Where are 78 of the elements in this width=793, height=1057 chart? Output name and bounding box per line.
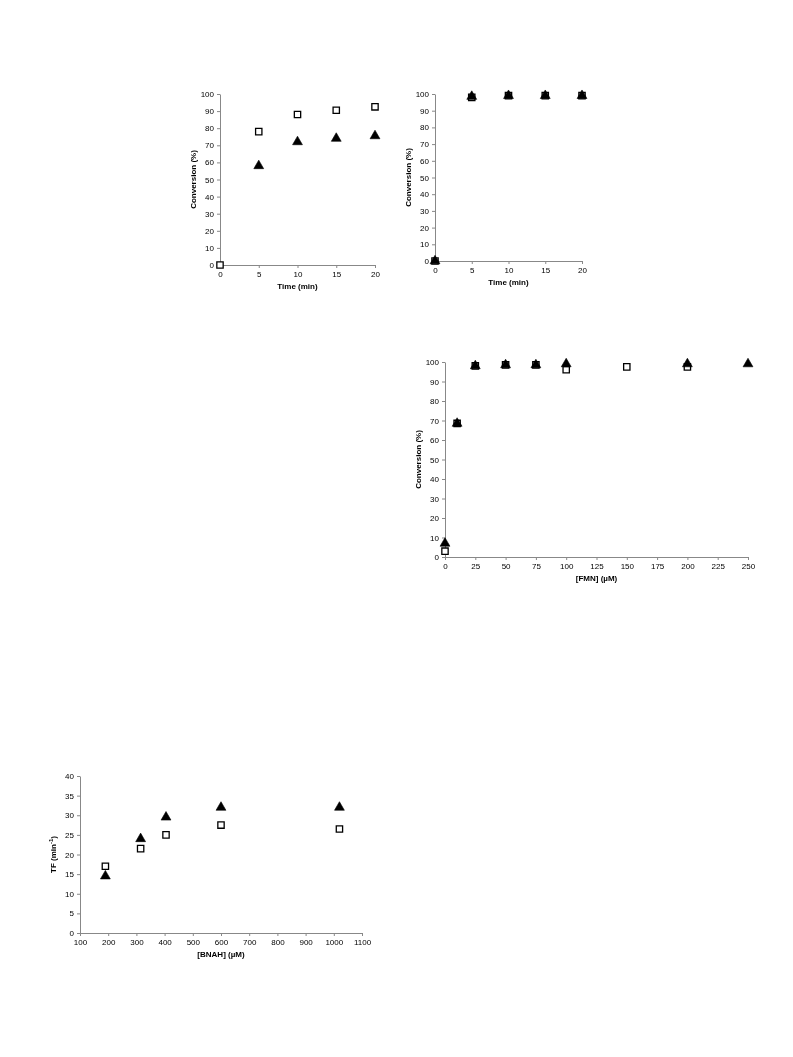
y-tick-label: 70 xyxy=(205,141,215,151)
y-tick-label: 20 xyxy=(430,514,440,524)
y-tick-label: 80 xyxy=(420,123,430,133)
x-tick-label: 800 xyxy=(271,937,286,947)
x-tick-label: 75 xyxy=(531,561,542,571)
y-tick-label: 40 xyxy=(65,772,75,782)
x-tick-label: 20 xyxy=(578,265,588,275)
y-tick-label: 25 xyxy=(65,830,75,840)
y-tick-label: 90 xyxy=(205,107,215,117)
y-tick-label: 50 xyxy=(420,173,430,183)
x-tick-label: 5 xyxy=(470,265,476,275)
x-tick-label: 100 xyxy=(560,561,574,571)
x-tick-label: 50 xyxy=(501,561,512,571)
y-tick-label: 80 xyxy=(430,397,440,407)
x-tick-label: 10 xyxy=(504,265,514,275)
y-axis-title: Conversion (%) xyxy=(189,149,198,209)
y-tick-label: 80 xyxy=(205,124,215,134)
x-axis-title: Time (min) xyxy=(488,278,529,287)
x-tick-label: 15 xyxy=(541,265,551,275)
y-tick-label: 15 xyxy=(65,870,75,880)
y-tick-label: 0 xyxy=(69,929,75,939)
y-tick-label: 10 xyxy=(65,889,75,899)
x-tick-label: 25 xyxy=(471,561,481,571)
x-tick-label: 900 xyxy=(299,937,314,947)
x-tick-label: 0 xyxy=(218,269,224,279)
x-axis-title: [BNAH] (µM) xyxy=(197,950,245,959)
x-tick-label: 125 xyxy=(590,561,605,571)
y-tick-label: 30 xyxy=(430,494,440,504)
x-tick-label: 200 xyxy=(681,561,696,571)
y-tick-label: 30 xyxy=(65,811,75,821)
y-tick-label: 90 xyxy=(420,106,430,116)
x-axis-title: [FMN] (µM) xyxy=(575,574,618,583)
y-tick-label: 70 xyxy=(420,140,430,150)
y-axis-title: Conversion (%) xyxy=(414,429,423,489)
x-tick-label: 175 xyxy=(650,561,665,571)
x-tick-label: 1100 xyxy=(353,937,372,947)
x-tick-label: 20 xyxy=(371,269,381,279)
y-tick-label: 10 xyxy=(205,243,215,253)
y-tick-label: 20 xyxy=(420,223,430,233)
y-tick-label: 10 xyxy=(420,240,430,250)
y-tick-label: 100 xyxy=(200,90,215,100)
y-tick-label: 90 xyxy=(430,377,440,387)
x-tick-label: 400 xyxy=(158,937,173,947)
y-axis-title: Conversion (%) xyxy=(404,147,413,207)
y-tick-label: 70 xyxy=(430,416,440,426)
x-tick-label: 1000 xyxy=(325,937,344,947)
y-tick-label: 40 xyxy=(420,190,430,200)
y-tick-label: 50 xyxy=(205,175,215,185)
y-tick-label: 40 xyxy=(430,475,440,485)
x-tick-label: 200 xyxy=(102,937,116,947)
x-tick-label: 225 xyxy=(711,561,726,571)
y-tick-label: 35 xyxy=(65,791,75,801)
y-tick-label: 0 xyxy=(434,553,440,563)
x-tick-label: 0 xyxy=(443,561,449,571)
y-tick-label: 100 xyxy=(415,90,430,100)
x-axis-title: Time (min) xyxy=(277,282,318,291)
y-tick-label: 5 xyxy=(69,909,75,919)
y-tick-label: 30 xyxy=(205,209,215,219)
x-tick-label: 300 xyxy=(130,937,145,947)
y-tick-label: 50 xyxy=(430,455,440,465)
y-tick-label: 10 xyxy=(430,533,440,543)
y-tick-label: 0 xyxy=(424,257,430,267)
x-tick-label: 500 xyxy=(186,937,201,947)
x-tick-label: 700 xyxy=(243,937,257,947)
y-tick-label: 40 xyxy=(205,192,215,202)
y-tick-label: 20 xyxy=(65,850,75,860)
x-tick-label: 250 xyxy=(741,561,756,571)
y-tick-label: 60 xyxy=(430,436,440,446)
x-tick-label: 600 xyxy=(214,937,229,947)
y-tick-label: 60 xyxy=(205,158,215,168)
x-tick-label: 5 xyxy=(257,269,263,279)
x-tick-label: 10 xyxy=(293,269,303,279)
x-tick-label: 150 xyxy=(620,561,635,571)
y-tick-label: 30 xyxy=(420,206,430,216)
x-tick-label: 15 xyxy=(332,269,342,279)
y-tick-label: 60 xyxy=(420,156,430,166)
y-tick-label: 20 xyxy=(205,226,215,236)
y-tick-label: 100 xyxy=(425,358,440,368)
